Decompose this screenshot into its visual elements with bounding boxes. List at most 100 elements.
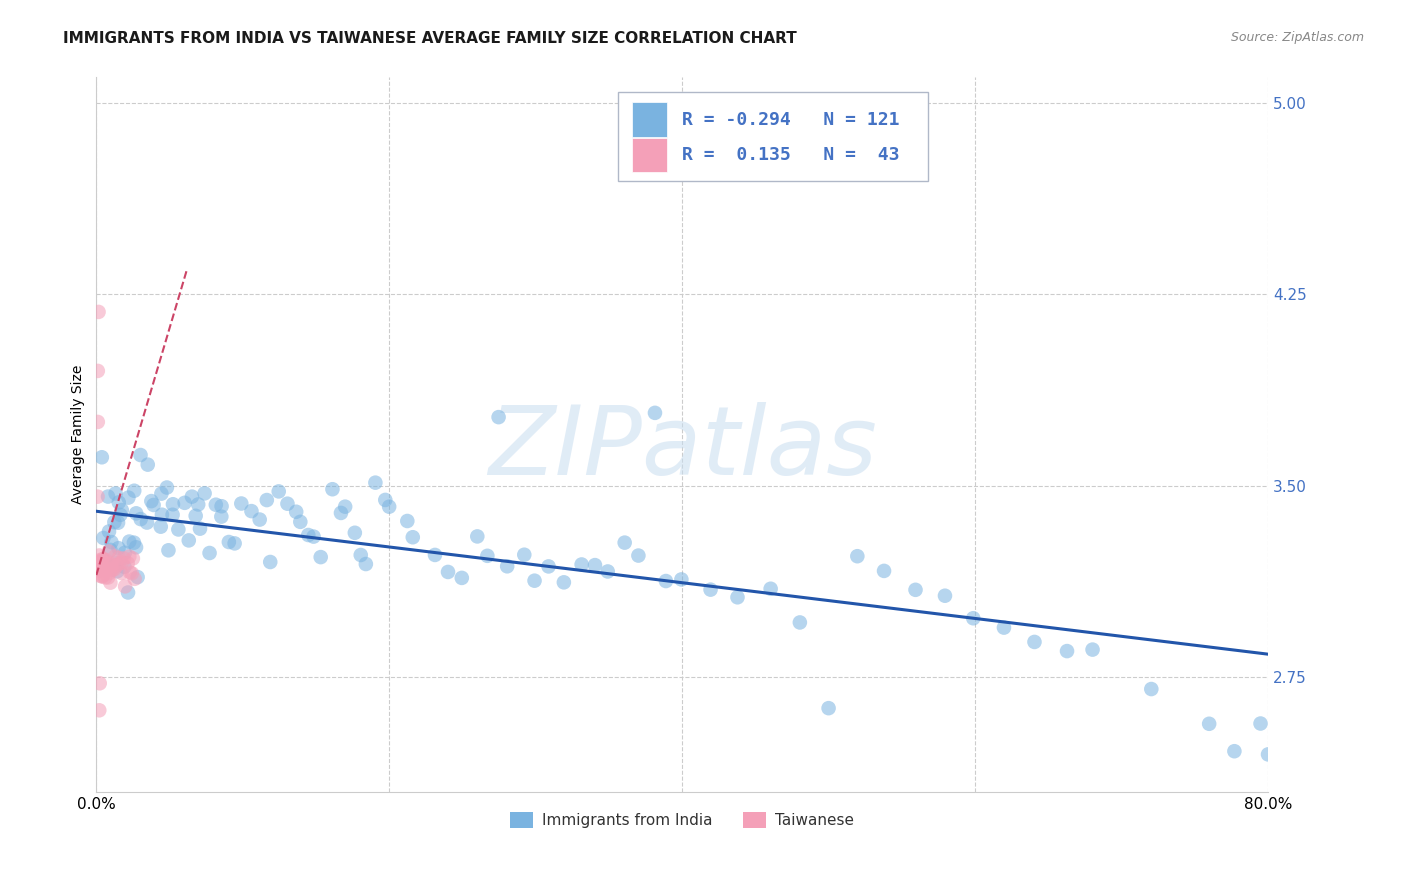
Point [873, 564, 896, 578]
Point [1140, 681, 1163, 696]
Point [1024, 635, 1046, 649]
Point [644, 406, 666, 420]
Point [107, 541, 129, 556]
Point [100, 575, 122, 590]
Point [86, 554, 108, 568]
Point [97, 490, 120, 504]
Point [157, 543, 180, 558]
Point [613, 535, 636, 549]
Point [285, 505, 308, 519]
Point [993, 621, 1015, 635]
Point [374, 492, 396, 507]
Point [117, 491, 139, 505]
Point [188, 522, 211, 536]
Point [302, 530, 325, 544]
Point [93, 531, 115, 545]
Point [118, 534, 141, 549]
Point [173, 496, 195, 510]
Point [124, 572, 146, 586]
Point [93, 552, 115, 566]
Point [290, 515, 312, 529]
Point [817, 701, 839, 715]
Point [378, 500, 401, 514]
Point [149, 519, 172, 533]
Point [297, 528, 319, 542]
Point [256, 493, 278, 508]
Point [118, 566, 141, 580]
Point [1056, 644, 1078, 658]
Point [112, 551, 135, 566]
Point [1223, 744, 1246, 758]
Text: ZIPatlas: ZIPatlas [488, 402, 876, 495]
Point [98, 562, 121, 576]
Point [107, 550, 129, 565]
Point [87, 415, 110, 429]
Point [211, 500, 233, 514]
Point [100, 542, 122, 557]
Point [267, 484, 290, 499]
Point [402, 530, 425, 544]
Point [513, 548, 536, 562]
FancyBboxPatch shape [617, 92, 928, 181]
Point [98, 524, 121, 539]
Point [114, 546, 136, 560]
Point [162, 497, 184, 511]
Point [187, 498, 209, 512]
Point [107, 495, 129, 509]
Point [396, 514, 419, 528]
Point [97, 570, 120, 584]
Point [205, 498, 228, 512]
Point [167, 523, 190, 537]
Point [198, 546, 221, 560]
Point [240, 504, 263, 518]
Point [125, 506, 148, 520]
Point [117, 585, 139, 599]
Point [583, 558, 606, 573]
Point [437, 565, 460, 579]
Point [103, 562, 125, 576]
Point [759, 582, 782, 596]
Point [333, 500, 356, 514]
Point [354, 557, 377, 571]
Point [231, 496, 253, 510]
Point [488, 410, 510, 425]
Point [90, 555, 112, 569]
Point [89, 564, 111, 578]
Point [94, 553, 117, 567]
Point [162, 508, 184, 522]
Text: R =  0.135   N =  43: R = 0.135 N = 43 [682, 146, 900, 164]
Point [103, 515, 125, 529]
Point [142, 498, 165, 512]
Point [90, 569, 112, 583]
Point [209, 509, 232, 524]
Point [1081, 642, 1104, 657]
Point [129, 512, 152, 526]
Point [177, 533, 200, 548]
Text: R = -0.294   N = 121: R = -0.294 N = 121 [682, 111, 900, 128]
Point [98, 566, 121, 580]
Point [537, 559, 560, 574]
Point [125, 541, 148, 555]
Point [104, 549, 127, 564]
Point [87, 364, 110, 378]
Point [96, 562, 118, 576]
Y-axis label: Average Family Size: Average Family Size [72, 365, 86, 504]
Point [789, 615, 811, 630]
Point [156, 481, 179, 495]
Point [699, 582, 721, 597]
Point [330, 506, 353, 520]
Point [122, 551, 145, 566]
Point [91, 569, 114, 583]
Point [321, 482, 343, 496]
Point [87, 305, 110, 319]
Point [523, 574, 546, 588]
Point [141, 494, 163, 508]
Point [194, 486, 217, 500]
Point [87, 556, 110, 570]
Point [104, 556, 127, 570]
Point [671, 573, 693, 587]
Point [110, 508, 132, 522]
Point [846, 549, 869, 564]
Point [364, 475, 387, 490]
Point [105, 558, 128, 573]
